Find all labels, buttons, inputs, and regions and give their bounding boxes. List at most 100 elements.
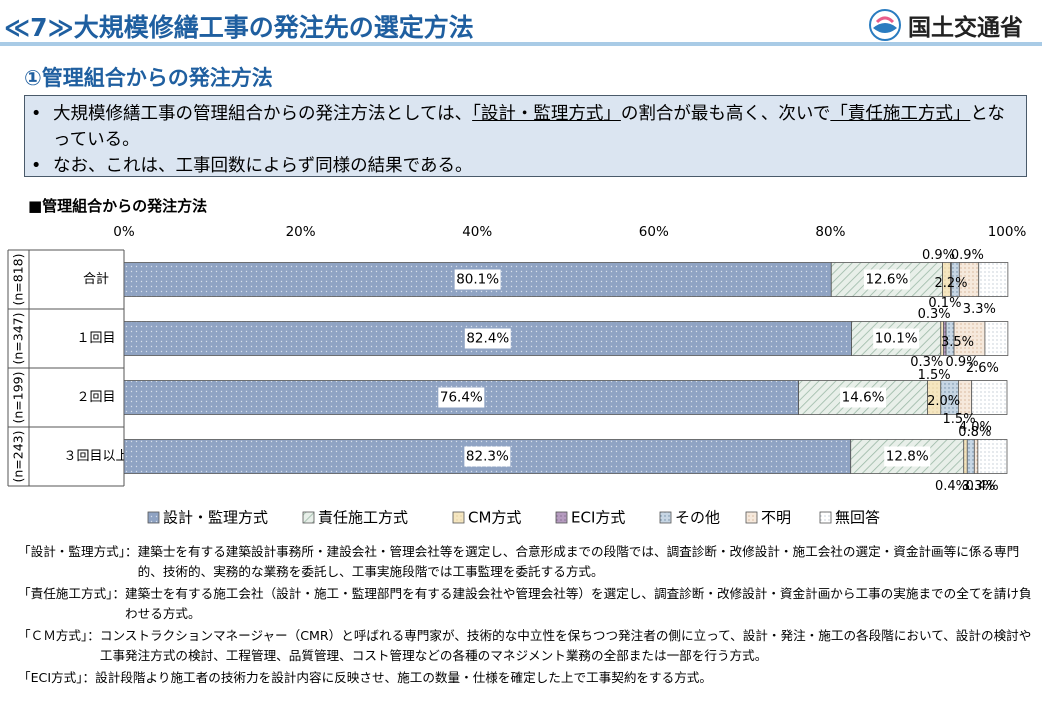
definition-design-build: 「責任施工方式」： 建築士を有する施工会社（設計・施工・監理部門を有する建設会社…: [18, 584, 1033, 623]
legend-label: 設計・監理方式: [163, 509, 268, 527]
legend-label: その他: [675, 509, 720, 527]
data-label-bg: [464, 446, 511, 467]
data-label: 1.5%: [943, 412, 976, 427]
category-label: 合計: [83, 271, 109, 287]
section-subtitle: ①管理組合からの発注方法: [24, 66, 273, 90]
summary-text-1a: 大規模修繕工事の管理組合からの発注方法としては、: [53, 104, 473, 124]
bar-unknown: [953, 321, 986, 356]
x-tick-label: 0%: [113, 224, 135, 240]
legend-swatch: [819, 511, 832, 524]
definition-cm: 「ＣＭ方式」： コンストラクションマネージャー（CMR）と呼ばれる専門家が、技術…: [18, 626, 1033, 665]
definition-term: 「ECI方式」：: [18, 670, 96, 685]
data-label: 0.9%: [951, 248, 984, 263]
data-label: 4.0%: [959, 420, 992, 435]
bar-unknown: [958, 380, 973, 415]
summary-text-2: なお、これは、工事回数によらず同様の結果である。: [53, 156, 473, 176]
summary-bullet-2: • なお、これは、工事回数によらず同様の結果である。: [31, 153, 1018, 179]
definition-body: 建築士を有する建築設計事務所・建設会社・管理会社等を選定し、合意形成までの段階で…: [137, 544, 1020, 579]
mlit-logo-icon: [869, 9, 901, 41]
n-label: (n=243): [11, 430, 26, 482]
data-label-bg: [454, 269, 501, 290]
logo-text: 国土交通省: [908, 15, 1023, 41]
summary-emphasis-1: 「設計・監理方式」: [472, 104, 621, 124]
data-label-bg: [840, 387, 887, 408]
definition-design-supervision: 「設計・監理方式」： 建築士を有する建築設計事務所・建設会社・管理会社等を選定し…: [18, 542, 1033, 581]
n-label: (n=818): [11, 253, 26, 305]
data-label: 76.4%: [440, 390, 483, 406]
data-label: 3.3%: [962, 479, 995, 494]
page-title: ≪7≫大規模修繕工事の発注先の選定方法: [4, 13, 474, 42]
legend-label: 無回答: [835, 509, 880, 527]
summary-bullet-1: • 大規模修繕工事の管理組合からの発注方法としては、「設計・監理方式」の割合が最…: [31, 101, 1018, 153]
data-label: 82.4%: [466, 331, 509, 347]
data-label: 0.4%: [966, 479, 999, 494]
data-label: 12.8%: [886, 449, 929, 465]
data-label: 0.1%: [928, 296, 961, 311]
category-frame: (n=818) 合計 (n=347) １回目 (n=199) ２回目 (n=243) ３回目以…: [7, 249, 129, 487]
legend-swatch: [745, 511, 758, 524]
bar-cm: [963, 439, 968, 474]
data-label: 80.1%: [456, 272, 499, 288]
data-label-bg: [438, 387, 485, 408]
data-label: 2.2%: [935, 276, 968, 291]
title-underline: [0, 42, 1042, 46]
data-label: 0.9%: [946, 355, 979, 370]
x-tick-label: 100%: [988, 224, 1027, 240]
data-label: 0.9%: [922, 248, 955, 263]
category-label: ３回目以上: [63, 449, 128, 464]
data-label: 2.0%: [927, 394, 960, 409]
summary-emphasis-2: 「責任施工方式」: [830, 104, 971, 124]
bar-other: [966, 439, 975, 474]
definition-term: 「設計・監理方式」：: [18, 544, 138, 559]
category-label: ２回目: [76, 390, 115, 405]
chart-title: ■管理組合からの発注方法: [28, 197, 208, 215]
definition-term: 「責任施工方式」：: [18, 586, 126, 601]
x-tick-label: 80%: [815, 224, 845, 240]
bar-unknown: [973, 439, 979, 474]
legend-swatch: [659, 511, 672, 524]
x-axis-ticks: 0% 20% 40% 60% 80% 100%: [113, 224, 1026, 240]
x-tick-label: 40%: [462, 224, 492, 240]
summary-text-1c: となっている。: [53, 104, 1005, 150]
definitions: 「設計・監理方式」： 建築士を有する建築設計事務所・建設会社・管理会社等を選定し…: [18, 542, 1033, 691]
x-tick-label: 20%: [286, 224, 316, 240]
bullet-mark: •: [31, 156, 42, 176]
legend: 設計・監理方式 責任施工方式 CM方式 ECI方式 その他 不明 無回答: [147, 509, 880, 527]
stacked-bar-chart: 0% 20% 40% 60% 80% 100% (n=818) 合計(n=347) １回目(n…: [7, 224, 1026, 527]
n-label: (n=347): [11, 312, 26, 364]
definition-body: 設計段階より施工者の技術力を設計内容に反映させ、施工の数量・仕様を確定した上で工…: [95, 670, 712, 685]
data-label: 0.3%: [910, 355, 943, 370]
legend-label: CM方式: [468, 509, 521, 527]
bar-no-answer: [984, 321, 1009, 356]
category-label: １回目: [76, 331, 115, 346]
logo: 国土交通省: [868, 6, 1038, 44]
data-label: 2.6%: [966, 361, 999, 376]
legend-swatch: [452, 511, 465, 524]
summary-text-1b: の割合が最も高く、次いで: [620, 104, 831, 124]
data-label: 3.5%: [941, 335, 974, 350]
bar-no-answer: [978, 262, 1009, 297]
bars: [123, 262, 1009, 474]
legend-label: 不明: [761, 509, 791, 527]
legend-label: 責任施工方式: [318, 509, 408, 527]
n-label: (n=199): [11, 371, 26, 423]
data-label: 0.8%: [958, 425, 991, 440]
header: ≪7≫大規模修繕工事の発注先の選定方法 国土交通省: [0, 0, 1042, 48]
data-label: 12.6%: [865, 272, 908, 288]
data-label: 1.5%: [918, 368, 951, 383]
legend-label: ECI方式: [571, 509, 625, 527]
bullet-mark: •: [31, 104, 42, 124]
bar-no-answer: [971, 380, 1008, 415]
legend-swatch: [555, 511, 568, 524]
data-label: 10.1%: [875, 331, 918, 347]
bar-no-answer: [977, 439, 1008, 474]
data-label-bg: [464, 328, 511, 349]
legend-swatch: [147, 511, 160, 524]
definition-body: 建築士を有する施工会社（設計・施工・監理部門を有する建設会社や管理会社等）を選定…: [125, 586, 1032, 621]
data-label: 0.3%: [918, 307, 951, 322]
summary-text-1: 大規模修繕工事の管理組合からの発注方法としては、「設計・監理方式」の割合が最も高…: [53, 101, 1018, 153]
data-label: 82.3%: [466, 449, 509, 465]
data-label: 14.6%: [842, 390, 885, 406]
definition-body: コンストラクションマネージャー（CMR）と呼ばれる専門家が、技術的な中立性を保ち…: [99, 628, 1032, 663]
x-tick-label: 60%: [639, 224, 669, 240]
